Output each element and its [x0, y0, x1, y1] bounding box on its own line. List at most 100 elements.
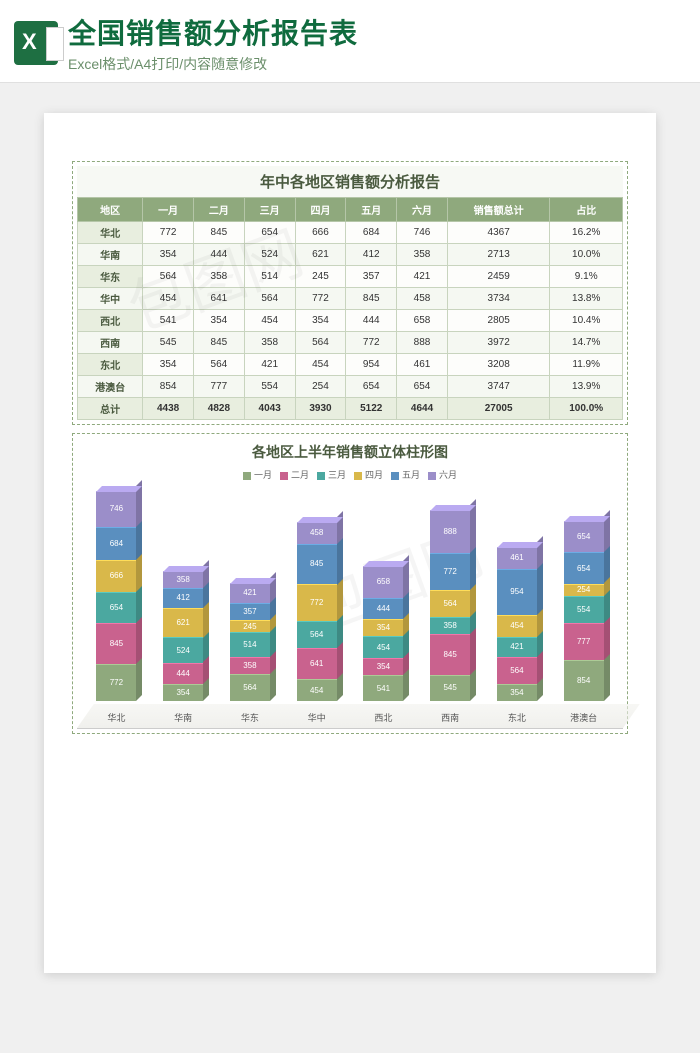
cell: 454 — [295, 354, 346, 376]
cell: 461 — [397, 354, 448, 376]
cell: 14.7% — [550, 332, 623, 354]
legend-item: 三月 — [317, 470, 346, 480]
table-header: 一月 — [143, 198, 194, 222]
bar-segment: 658 — [363, 566, 403, 598]
cell: 564 — [194, 354, 245, 376]
bar-segment: 545 — [430, 675, 470, 701]
cell: 11.9% — [550, 354, 623, 376]
category-label: 华东 — [241, 711, 259, 724]
cell: 3734 — [447, 288, 550, 310]
bar-segment: 777 — [564, 623, 604, 660]
bar-segment: 845 — [297, 544, 337, 585]
legend-swatch — [280, 472, 288, 480]
cell: 100.0% — [550, 398, 623, 420]
legend-item: 一月 — [243, 470, 272, 480]
table-header: 地区 — [78, 198, 143, 222]
cell: 254 — [295, 376, 346, 398]
bar-segment: 845 — [96, 623, 136, 664]
cell: 564 — [244, 288, 295, 310]
category-label: 西南 — [441, 711, 459, 724]
bar-column: 454641564772845458 华中 — [291, 521, 343, 724]
row-region: 总计 — [78, 398, 143, 420]
cell: 845 — [194, 332, 245, 354]
cell: 5122 — [346, 398, 397, 420]
row-region: 华东 — [78, 266, 143, 288]
cell: 514 — [244, 266, 295, 288]
table-row: 华中454641564772845458373413.8% — [78, 288, 623, 310]
bar-segment: 621 — [163, 608, 203, 638]
cell: 3972 — [447, 332, 550, 354]
table-header: 销售额总计 — [447, 198, 550, 222]
table-row: 东北354564421454954461320811.9% — [78, 354, 623, 376]
bar-segment: 654 — [96, 592, 136, 623]
bar-segment: 888 — [430, 510, 470, 553]
bar-segment: 564 — [297, 621, 337, 648]
row-region: 西北 — [78, 310, 143, 332]
cell: 524 — [244, 244, 295, 266]
cell: 845 — [194, 222, 245, 244]
sub-title: Excel格式/A4打印/内容随意修改 — [68, 54, 682, 74]
bar-segment: 666 — [96, 560, 136, 592]
bar-segment: 772 — [96, 664, 136, 701]
cell: 358 — [194, 266, 245, 288]
bar-stack: 564358514245357421 — [230, 583, 270, 701]
cell: 654 — [397, 376, 448, 398]
bar-segment: 354 — [363, 658, 403, 675]
legend-swatch — [243, 472, 251, 480]
cell: 3747 — [447, 376, 550, 398]
bar-segment: 654 — [564, 552, 604, 583]
bar-segment: 554 — [564, 596, 604, 623]
cell: 10.0% — [550, 244, 623, 266]
cell: 354 — [143, 354, 194, 376]
bar-column: 354444524621412358华南 — [157, 571, 209, 724]
chart-legend: 一月二月三月四月五月六月 — [77, 468, 623, 481]
bar-stack: 454641564772845458 — [297, 521, 337, 701]
bar-segment: 772 — [297, 584, 337, 621]
table-header: 五月 — [346, 198, 397, 222]
chart-container: 各地区上半年销售额立体柱形图 一月二月三月四月五月六月 772845654666… — [72, 433, 628, 734]
cell: 9.1% — [550, 266, 623, 288]
bar-segment: 654 — [564, 521, 604, 552]
row-region: 东北 — [78, 354, 143, 376]
cell: 772 — [295, 288, 346, 310]
cell: 454 — [244, 310, 295, 332]
cell: 4644 — [397, 398, 448, 420]
cell: 454 — [143, 288, 194, 310]
cell: 658 — [397, 310, 448, 332]
category-label: 华中 — [308, 711, 326, 724]
bar-segment: 421 — [497, 637, 537, 657]
bar-column: 564358514245357421 华东 — [224, 583, 276, 724]
bar-segment: 444 — [163, 663, 203, 684]
chart-area: 772845654666684746 华北 354444524621412358华南… — [77, 489, 623, 729]
bar-segment: 354 — [497, 684, 537, 701]
cell: 444 — [346, 310, 397, 332]
bar-segment: 845 — [430, 634, 470, 675]
bar-column: 354564421454954461东北 — [491, 547, 543, 724]
cell: 16.2% — [550, 222, 623, 244]
bar-stack: 772845654666684746 — [96, 491, 136, 701]
bar-segment: 772 — [430, 553, 470, 590]
table-header: 六月 — [397, 198, 448, 222]
legend-swatch — [391, 472, 399, 480]
cell: 4828 — [194, 398, 245, 420]
category-label: 西北 — [374, 711, 392, 724]
legend-item: 六月 — [428, 470, 457, 480]
legend-item: 二月 — [280, 470, 309, 480]
bar-segment: 358 — [430, 617, 470, 634]
template-banner: 全国销售额分析报告表 Excel格式/A4打印/内容随意修改 — [0, 0, 700, 83]
row-region: 华南 — [78, 244, 143, 266]
bar-stack: 354564421454954461 — [497, 547, 537, 701]
bar-segment: 454 — [363, 636, 403, 658]
bar-segment: 541 — [363, 675, 403, 701]
bar-segment: 461 — [497, 547, 537, 569]
document-page: 包图网 包图网 年中各地区销售额分析报告 地区一月二月三月四月五月六月销售额总计… — [44, 113, 656, 973]
category-label: 华北 — [107, 711, 125, 724]
bar-segment: 245 — [230, 620, 270, 632]
bar-segment: 746 — [96, 491, 136, 527]
bar-segment: 454 — [297, 679, 337, 701]
bar-segment: 358 — [230, 657, 270, 674]
bar-stack: 541354454354444658 — [363, 566, 403, 701]
bar-segment: 954 — [497, 569, 537, 615]
bar-segment: 354 — [163, 684, 203, 701]
bar-segment: 641 — [297, 648, 337, 679]
